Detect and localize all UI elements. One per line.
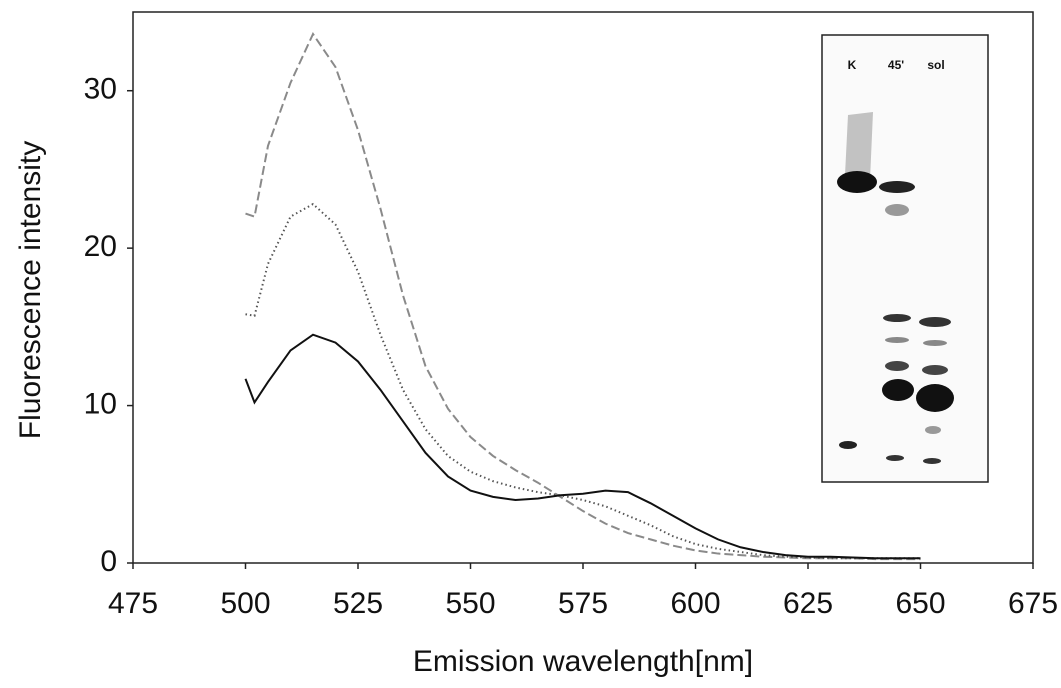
y-tick-label: 10 bbox=[84, 387, 117, 420]
x-tick-label: 575 bbox=[558, 587, 608, 620]
y-tick-label: 20 bbox=[84, 230, 117, 263]
y-tick-label: 0 bbox=[100, 545, 117, 578]
x-tick-label: 525 bbox=[333, 587, 383, 620]
x-tick-label: 625 bbox=[783, 587, 833, 620]
x-tick-label: 650 bbox=[895, 587, 945, 620]
x-axis-label: Emission wavelength[nm] bbox=[413, 645, 753, 678]
data-line bbox=[244, 333, 921, 560]
x-tick-label: 675 bbox=[1008, 587, 1058, 620]
y-axis-label: Fluorescence intensity bbox=[14, 141, 47, 439]
inset-label: sol bbox=[927, 58, 944, 72]
data-line bbox=[245, 32, 921, 561]
x-tick-label: 475 bbox=[108, 587, 158, 620]
inset-label: K bbox=[848, 58, 857, 72]
y-tick-label: 30 bbox=[84, 73, 117, 106]
data-line bbox=[245, 202, 921, 560]
x-tick-label: 600 bbox=[670, 587, 720, 620]
x-tick-label: 500 bbox=[220, 587, 270, 620]
inset-gel bbox=[821, 34, 989, 483]
x-tick-label: 550 bbox=[445, 587, 495, 620]
inset-label: 45' bbox=[888, 58, 904, 72]
